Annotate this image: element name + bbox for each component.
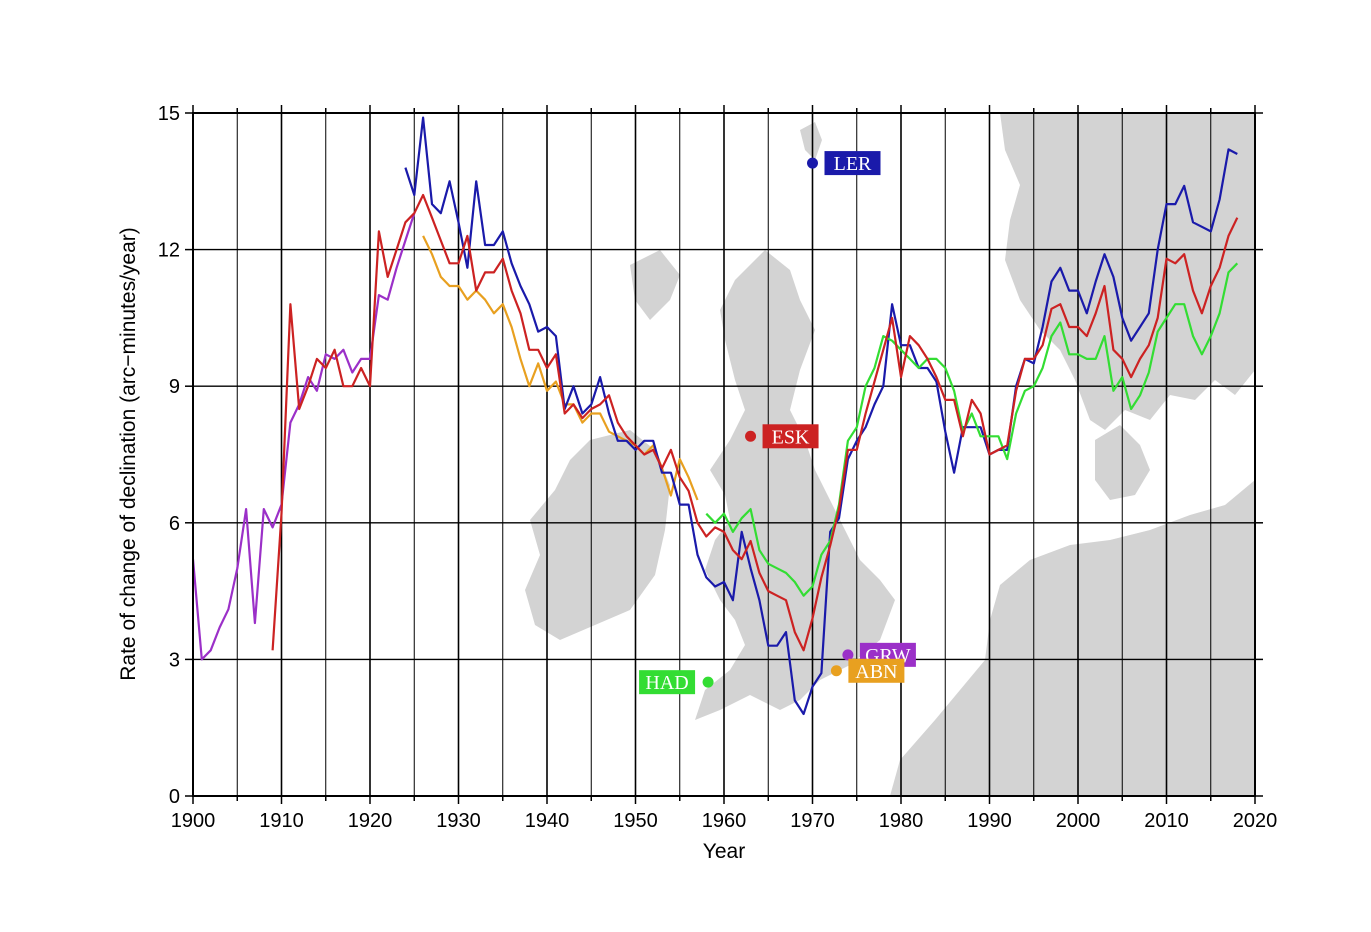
x-tick-label: 1930 <box>436 810 481 832</box>
series-line-abn <box>422 235 699 501</box>
observatory-label-box <box>848 658 905 683</box>
y-axis-title: Rate of change of declination (arc−minut… <box>117 227 140 681</box>
map-great-britain <box>695 250 895 720</box>
x-axis-title: Year <box>703 840 745 863</box>
x-tick-label: 1940 <box>525 810 570 832</box>
x-tick-label: 1990 <box>967 810 1012 832</box>
x-tick-label: 1950 <box>613 810 658 832</box>
x-tick-label: 1910 <box>259 810 304 832</box>
observatory-label-text: ABN <box>855 661 897 683</box>
observatory-label-box <box>639 670 696 695</box>
map-ireland <box>525 430 670 640</box>
observatory-dot <box>807 157 818 169</box>
y-tick-label: 12 <box>158 240 180 262</box>
map-hebrides <box>630 250 680 320</box>
observatory-label-text: HAD <box>645 672 688 694</box>
observatory-dot <box>830 665 842 677</box>
series-line-esk <box>271 193 1239 652</box>
series-lines <box>193 116 1239 716</box>
observatory-dot <box>702 676 714 688</box>
series-line-had <box>705 262 1239 597</box>
observatory-label-esk: ESK <box>745 424 819 449</box>
observatory-label-text: ESK <box>772 426 810 448</box>
x-tick-label: 2000 <box>1056 810 1101 832</box>
observatory-label-had: HAD <box>639 670 714 695</box>
x-tick-label: 1920 <box>348 810 393 832</box>
x-tick-label: 2020 <box>1233 810 1278 832</box>
y-tick-label: 0 <box>169 786 180 808</box>
observatory-label-text: LER <box>834 153 872 175</box>
y-tick-label: 6 <box>169 513 180 535</box>
x-tick-label: 1980 <box>879 810 924 832</box>
x-tick-label: 1900 <box>171 810 216 832</box>
observatory-label-box <box>762 424 819 449</box>
background-map <box>525 113 1255 796</box>
x-tick-label: 1960 <box>702 810 747 832</box>
x-tick-label: 2010 <box>1144 810 1189 832</box>
observatory-label-box <box>824 151 881 176</box>
observatory-label-abn: ABN <box>830 658 905 683</box>
y-tick-label: 9 <box>169 376 180 398</box>
axis-ticks: 1900 1910 1920 1930 1940 1950 1960 1970 1980 1990… <box>158 103 1278 832</box>
series-line-ler <box>404 116 1238 716</box>
y-tick-label: 3 <box>169 649 180 671</box>
series-line-grw <box>193 212 416 661</box>
observatory-dot <box>842 649 854 661</box>
observatory-dot <box>745 430 757 442</box>
y-tick-label: 15 <box>158 103 180 125</box>
x-tick-label: 1970 <box>790 810 835 832</box>
observatory-label-ler: LER <box>807 151 881 176</box>
map-scandinavia <box>1000 113 1255 430</box>
map-shetland <box>800 122 822 160</box>
map-europe <box>890 480 1255 796</box>
